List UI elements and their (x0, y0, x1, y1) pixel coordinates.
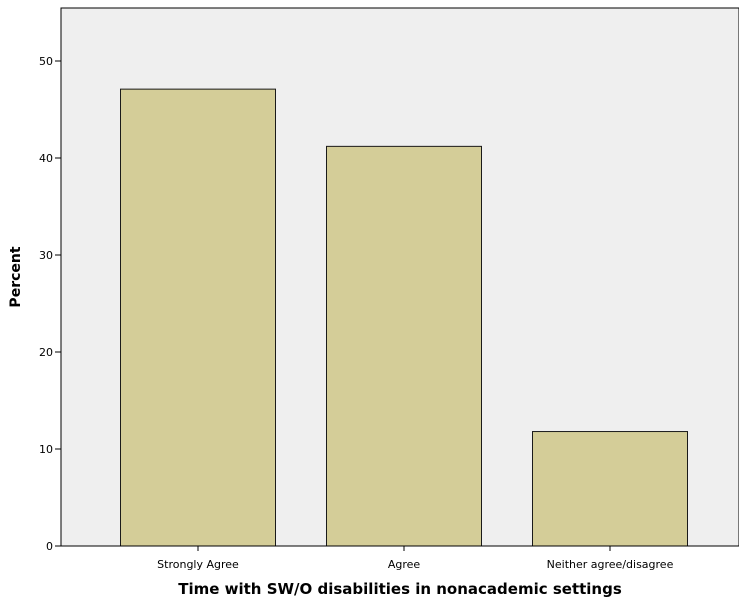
x-tick-label: Agree (388, 558, 421, 571)
y-axis: 0 10 20 30 40 50 (39, 8, 62, 553)
y-tick-label: 10 (39, 443, 53, 456)
y-tick-label: 20 (39, 346, 53, 359)
x-tick-label: Neither agree/disagree (547, 558, 674, 571)
x-axis: Strongly Agree Agree Neither agree/disagre… (61, 545, 739, 571)
y-tick-label: 30 (39, 249, 53, 262)
y-tick-label: 0 (46, 540, 53, 553)
x-tick-label: Strongly Agree (157, 558, 239, 571)
y-tick-label: 40 (39, 152, 53, 165)
bar-strongly-agree (120, 88, 276, 547)
bar-agree (326, 145, 482, 547)
y-tick-label: 50 (39, 55, 53, 68)
bar-neither-agree-disagree (532, 431, 688, 547)
x-axis-title: Time with SW/O disabilities in nonacadem… (178, 580, 622, 598)
y-axis-title: Percent (8, 246, 24, 307)
